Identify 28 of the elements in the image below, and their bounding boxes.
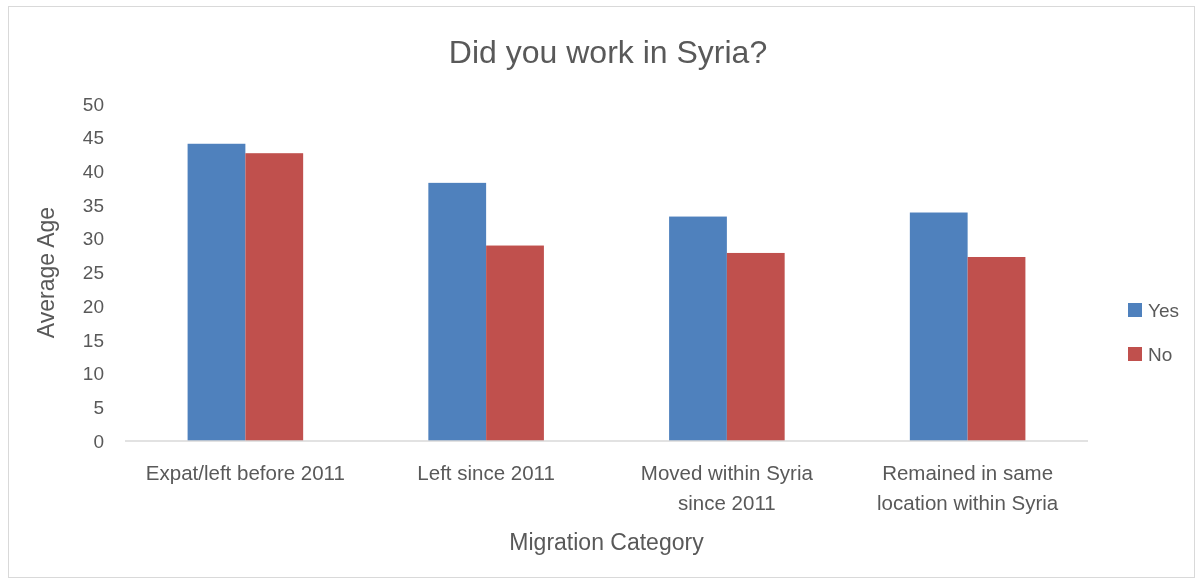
y-tick-label: 5 (93, 396, 104, 418)
legend-label: No (1148, 343, 1173, 365)
bar (967, 257, 1026, 441)
x-tick-label: Moved within Syria since 2011 (640, 461, 814, 514)
bar (909, 212, 968, 441)
legend-label: Yes (1148, 299, 1179, 321)
bar (669, 216, 727, 441)
bar (726, 252, 785, 441)
y-tick-label: 10 (82, 363, 104, 385)
y-tick-label: 40 (82, 161, 104, 183)
bar (187, 143, 246, 441)
y-tick-label: 25 (82, 262, 104, 284)
y-tick-label: 45 (82, 127, 104, 149)
y-tick-label: 50 (82, 93, 104, 115)
chart-title: Did you work in Syria? (448, 34, 768, 70)
y-tick-label: 15 (82, 329, 104, 351)
x-tick-label: Left since 2011 (417, 461, 555, 484)
x-tick-label: Expat/left before 2011 (145, 461, 345, 484)
bar (428, 182, 487, 441)
y-tick-label: 35 (82, 194, 104, 216)
bar (486, 245, 544, 441)
y-axis-title: Average Age (33, 206, 59, 339)
y-tick-label: 0 (93, 430, 104, 452)
y-tick-label: 30 (82, 228, 104, 250)
bar (245, 153, 304, 441)
x-tick-label: Remained in same location within Syria (877, 461, 1059, 514)
x-axis-title: Migration Category (509, 529, 705, 555)
y-tick-label: 20 (82, 295, 104, 317)
